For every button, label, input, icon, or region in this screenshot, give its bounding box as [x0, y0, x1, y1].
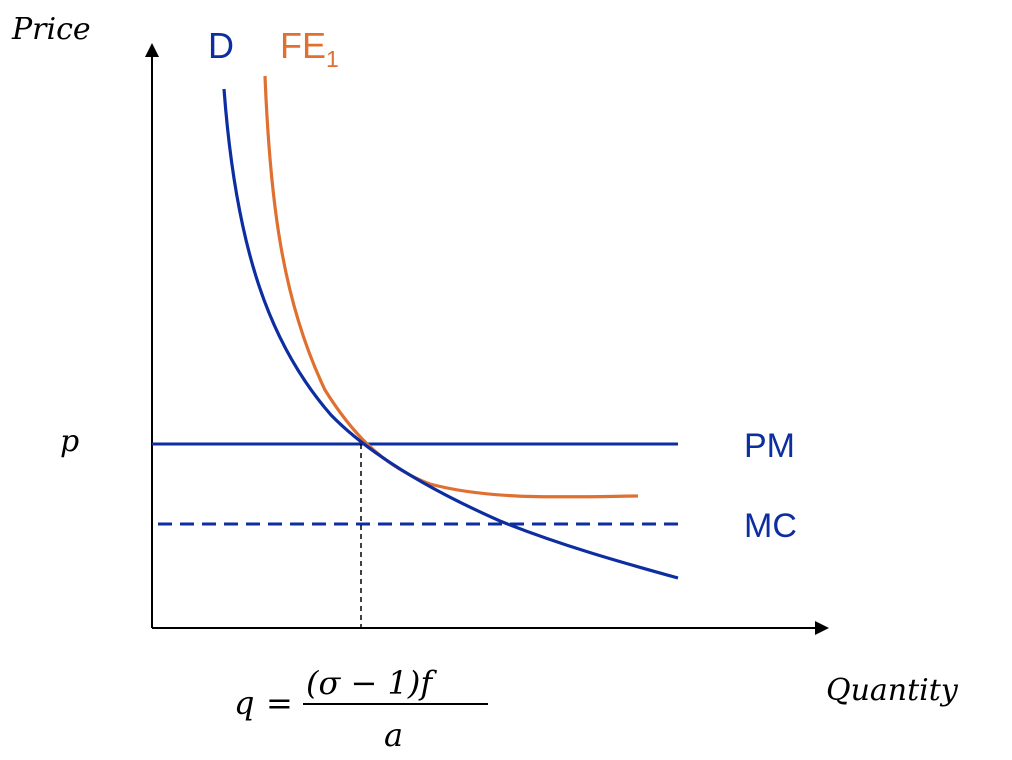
free-entry-label-subscript: 1 [326, 46, 339, 72]
pm-label: PM [744, 427, 795, 465]
price-marker-label: p [60, 424, 79, 459]
free-entry-curve [263, 75, 639, 499]
x-axis-label: Quantity [826, 673, 959, 708]
demand-curve-label: D [208, 25, 234, 66]
quantity-formula: q = (σ − 1)f a [234, 664, 488, 754]
demand-curve [222, 88, 679, 580]
mc-label: MC [744, 507, 797, 545]
formula-equals: = [266, 684, 293, 722]
formula-lhs: q [234, 684, 254, 722]
free-entry-curve-label: FE1 [280, 25, 339, 72]
free-entry-label-main: FE [280, 25, 326, 66]
y-axis-label: Price [11, 12, 91, 47]
formula-numerator: (σ − 1)f [306, 664, 437, 702]
formula-denominator: a [384, 716, 403, 754]
